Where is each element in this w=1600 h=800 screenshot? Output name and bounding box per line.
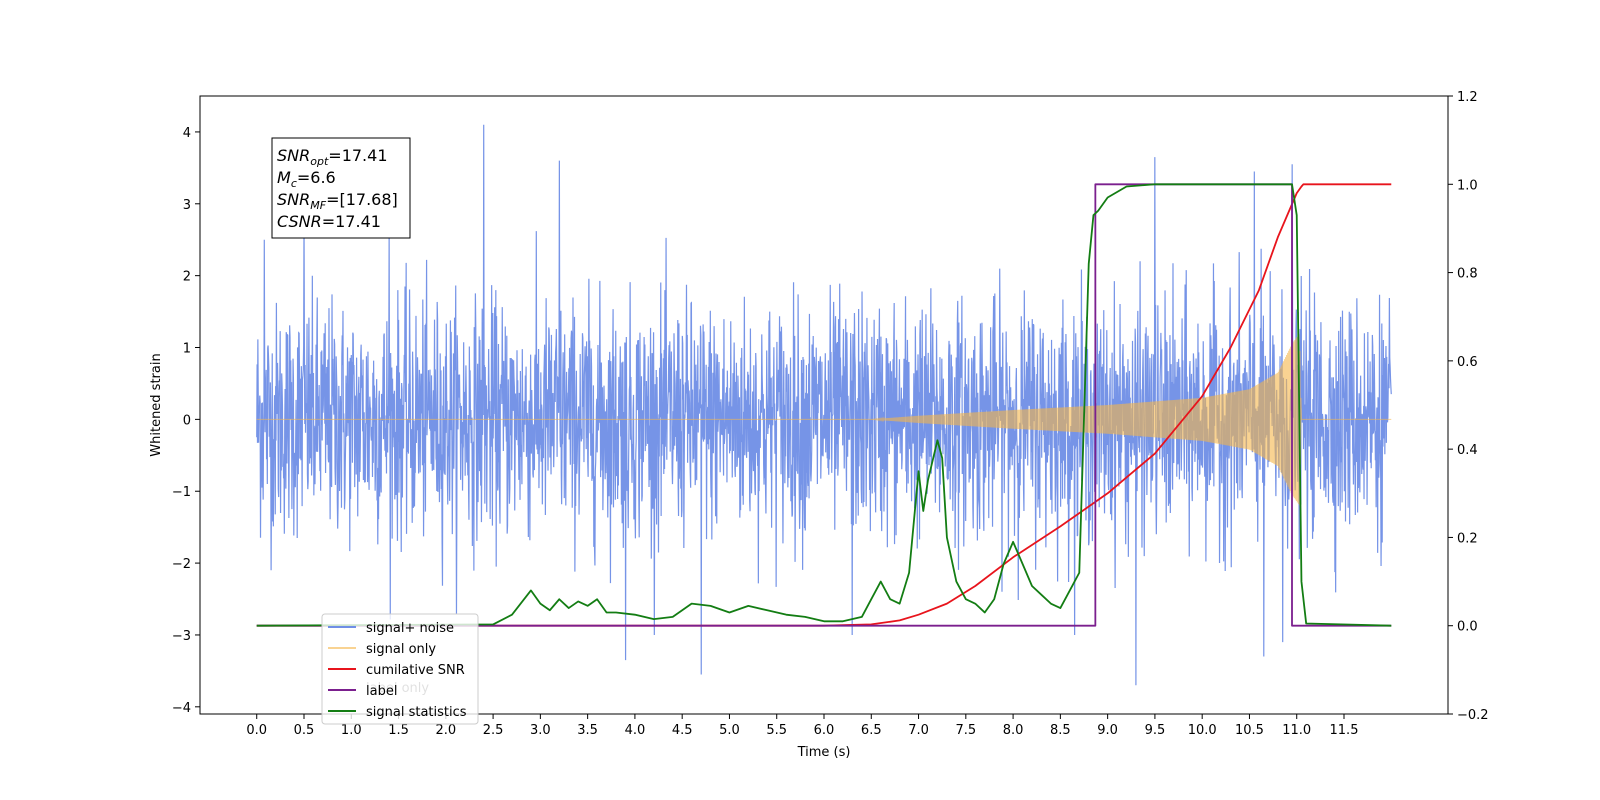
y-axis-left: −4 −3 −2 −1 0 1 2 3 4: [172, 126, 200, 716]
series-line-cumilative-snr: [256, 183, 1392, 627]
x-axis: 0.0 0.5 1.0 1.5 2.0 2.5 3.0 3.5 4.0 4.5 5.0 5.5 6.0 6…: [246, 714, 1358, 738]
y-tick-label: 2: [183, 270, 191, 285]
annotation-line: Mc=6.6: [277, 168, 336, 190]
series-line-signal-only: [256, 334, 1392, 506]
x-tick-label: 10.0: [1188, 723, 1217, 738]
x-tick-label: 11.0: [1282, 723, 1311, 738]
legend-hidden-entry: label only: [366, 681, 429, 696]
x-tick-label: 1.0: [341, 723, 362, 738]
legend-frame: [321, 613, 479, 725]
y-right-tick-label: 1.2: [1457, 90, 1478, 105]
y-tick-label: 4: [183, 126, 191, 141]
annotation-lines: SNRopt=17.41Mc=6.6SNRMF=[17.68]CSNR=17.4…: [277, 146, 398, 231]
x-tick-label: 2.5: [483, 723, 504, 738]
y-right-tick-label: 0.4: [1457, 443, 1478, 458]
legend-label: signal statistics: [366, 705, 467, 720]
y-axis-label: Whitened strain: [149, 353, 164, 456]
x-tick-label: 5.5: [766, 723, 787, 738]
legend: label only signal+ noise signal only cumila…: [321, 613, 479, 725]
y-right-tick-label: 0.0: [1457, 620, 1478, 635]
annotation-line: SNRopt=17.41: [277, 146, 388, 168]
x-tick-label: 4.0: [625, 723, 646, 738]
legend-label: signal+ noise: [366, 621, 454, 636]
x-tick-label: 8.0: [1003, 723, 1024, 738]
x-tick-label: 8.5: [1050, 723, 1071, 738]
annotation-line: SNRMF=[17.68]: [277, 190, 398, 212]
y-tick-label: 3: [183, 198, 191, 213]
x-tick-label: 6.0: [814, 723, 835, 738]
x-tick-label: 5.0: [719, 723, 740, 738]
x-tick-label: 3.0: [530, 723, 551, 738]
x-tick-label: 4.5: [672, 723, 693, 738]
y-tick-label: −1: [172, 485, 191, 500]
y-tick-label: 0: [183, 413, 191, 428]
x-tick-label: 3.5: [577, 723, 598, 738]
y-right-tick-label: 0.2: [1457, 531, 1478, 546]
x-axis-label: Time (s): [797, 745, 851, 760]
y-axis-right: −0.2 0.0 0.2 0.4 0.6 0.8 1.0 1.2: [1448, 90, 1489, 723]
y-right-tick-label: 0.6: [1457, 355, 1478, 370]
legend-label: label: [366, 684, 397, 699]
annotation-box: SNRopt=17.41Mc=6.6SNRMF=[17.68]CSNR=17.4…: [271, 137, 411, 239]
annotation-frame: [271, 137, 411, 239]
x-tick-label: 6.5: [861, 723, 882, 738]
x-tick-label: 9.5: [1145, 723, 1166, 738]
x-tick-label: 7.0: [908, 723, 929, 738]
y-tick-label: −4: [172, 701, 191, 716]
x-tick-label: 0.0: [246, 723, 267, 738]
series-layer: [256, 124, 1392, 686]
x-tick-label: 1.5: [388, 723, 409, 738]
legend-items: label only signal+ noise signal only cumila…: [328, 621, 467, 720]
legend-label: signal only: [366, 642, 436, 657]
plot-area: [199, 95, 1449, 715]
y-right-tick-label: 1.0: [1457, 178, 1478, 193]
x-tick-label: 9.0: [1097, 723, 1118, 738]
x-tick-label: 7.5: [955, 723, 976, 738]
series-line-signal-statistics: [256, 183, 1392, 627]
y-tick-label: −2: [172, 557, 191, 572]
x-tick-label: 2.0: [435, 723, 456, 738]
x-tick-label: 0.5: [294, 723, 315, 738]
y-tick-label: −3: [172, 629, 191, 644]
x-tick-label: 10.5: [1235, 723, 1264, 738]
legend-label: cumilative SNR: [366, 663, 465, 678]
x-tick-label: 11.5: [1330, 723, 1359, 738]
y-right-tick-label: −0.2: [1457, 708, 1489, 723]
y-tick-label: 1: [183, 342, 191, 357]
annotation-line: CSNR=17.41: [277, 212, 381, 231]
y-right-tick-label: 0.8: [1457, 267, 1478, 282]
